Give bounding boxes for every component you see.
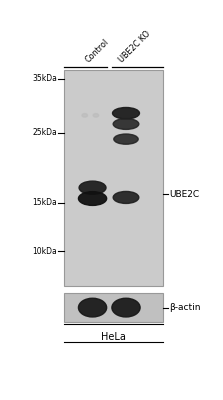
Bar xyxy=(64,293,163,322)
Ellipse shape xyxy=(78,298,107,317)
Ellipse shape xyxy=(82,114,87,117)
Text: 35kDa: 35kDa xyxy=(32,74,57,83)
Text: Control: Control xyxy=(84,37,111,64)
Text: UBE2C: UBE2C xyxy=(169,190,200,199)
Text: β-actin: β-actin xyxy=(169,303,201,312)
Text: 10kDa: 10kDa xyxy=(32,247,57,256)
Ellipse shape xyxy=(79,181,106,194)
Text: HeLa: HeLa xyxy=(101,332,126,342)
Ellipse shape xyxy=(114,134,138,144)
Ellipse shape xyxy=(113,192,139,204)
Text: UBE2C KO: UBE2C KO xyxy=(117,29,153,64)
Ellipse shape xyxy=(78,192,107,206)
Ellipse shape xyxy=(112,298,140,317)
Text: 15kDa: 15kDa xyxy=(32,198,57,207)
Text: 25kDa: 25kDa xyxy=(32,128,57,137)
Bar xyxy=(64,70,163,286)
Ellipse shape xyxy=(113,108,139,119)
Ellipse shape xyxy=(113,119,139,129)
Ellipse shape xyxy=(93,114,99,117)
